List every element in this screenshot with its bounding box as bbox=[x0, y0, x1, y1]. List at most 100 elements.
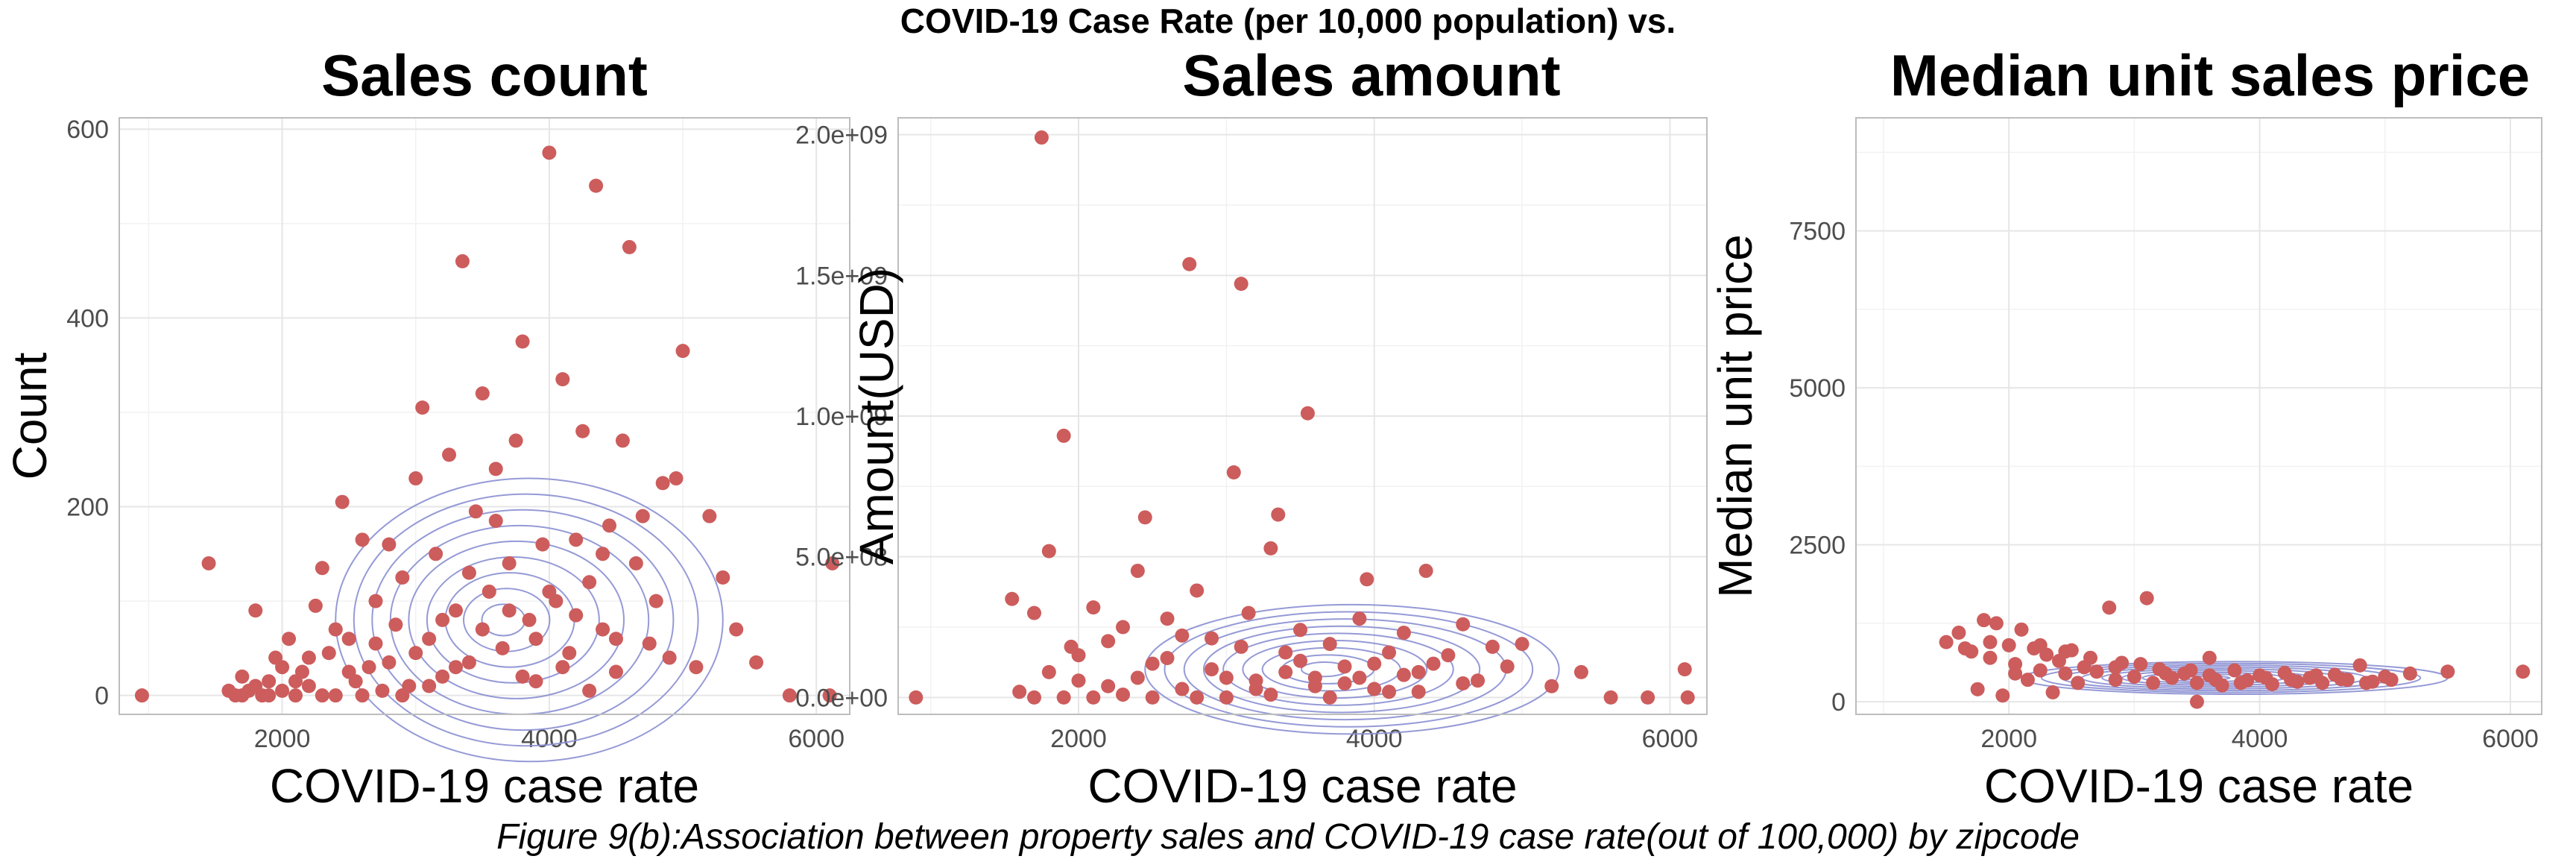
data-point bbox=[2183, 663, 2198, 678]
data-point bbox=[589, 178, 604, 193]
data-point bbox=[2258, 670, 2273, 685]
data-point bbox=[335, 494, 350, 509]
density-contour bbox=[426, 556, 600, 684]
data-point bbox=[622, 239, 637, 254]
data-point bbox=[1307, 679, 1322, 693]
y-tick-label: 2.0e+09 bbox=[795, 122, 888, 150]
data-point bbox=[1367, 682, 1382, 696]
data-point bbox=[1485, 639, 1500, 654]
data-point bbox=[569, 532, 584, 547]
data-point bbox=[1219, 690, 1234, 705]
data-point bbox=[909, 690, 924, 705]
figure-suptitle: COVID-19 Case Rate (per 10,000 populatio… bbox=[900, 1, 1676, 40]
data-point bbox=[1219, 670, 1234, 685]
data-point bbox=[475, 386, 490, 401]
data-point bbox=[301, 679, 316, 693]
data-point bbox=[408, 646, 423, 661]
data-point bbox=[488, 462, 503, 476]
x-tick-label: 6000 bbox=[1642, 725, 1699, 753]
data-point bbox=[282, 632, 297, 646]
data-point bbox=[2227, 663, 2242, 678]
data-point bbox=[2352, 658, 2367, 673]
data-point bbox=[1205, 631, 1219, 646]
panel-title: Median unit sales price bbox=[1890, 43, 2530, 108]
data-point bbox=[1115, 620, 1130, 635]
data-point bbox=[442, 447, 457, 462]
data-point bbox=[1382, 645, 1397, 660]
y-tick-label: 200 bbox=[66, 494, 109, 522]
data-point bbox=[2133, 657, 2148, 672]
y-tick-label: 1.5e+09 bbox=[795, 262, 888, 290]
data-point bbox=[2402, 666, 2417, 681]
data-point bbox=[2146, 676, 2161, 690]
data-point bbox=[615, 433, 630, 448]
data-point bbox=[315, 561, 329, 576]
data-point bbox=[382, 537, 397, 552]
data-point bbox=[395, 570, 410, 585]
data-point bbox=[2384, 673, 2399, 687]
data-point bbox=[2083, 650, 2098, 665]
data-point bbox=[1056, 428, 1071, 443]
data-point bbox=[822, 688, 837, 703]
x-tick-label: 6000 bbox=[788, 725, 845, 753]
data-point bbox=[1300, 406, 1315, 421]
data-point bbox=[2516, 664, 2531, 679]
data-point bbox=[596, 547, 610, 561]
data-point bbox=[482, 584, 496, 599]
data-point bbox=[555, 372, 570, 387]
data-point bbox=[2139, 591, 2154, 605]
data-point bbox=[1322, 690, 1337, 705]
data-point bbox=[2008, 666, 2023, 681]
data-point bbox=[1396, 667, 1411, 682]
data-point bbox=[2058, 644, 2073, 659]
data-point bbox=[1471, 673, 1486, 688]
data-point bbox=[1396, 626, 1411, 641]
data-point bbox=[669, 471, 684, 486]
data-point bbox=[248, 679, 263, 693]
data-point bbox=[575, 424, 590, 438]
x-tick-label: 2000 bbox=[254, 725, 311, 753]
data-point bbox=[1026, 690, 1041, 705]
density-contour bbox=[335, 477, 724, 763]
data-point bbox=[2089, 664, 2104, 679]
x-axis-label: COVID-19 case rate bbox=[270, 759, 699, 813]
data-point bbox=[395, 688, 410, 703]
data-point bbox=[448, 660, 463, 675]
data-point bbox=[495, 641, 510, 655]
data-point bbox=[1970, 682, 1985, 696]
data-point bbox=[1382, 685, 1397, 699]
data-point bbox=[642, 636, 657, 651]
data-point bbox=[1337, 676, 1352, 690]
y-tick-label: 5000 bbox=[1789, 374, 1846, 403]
data-point bbox=[2071, 676, 2086, 690]
y-axis-label: Median unit price bbox=[1708, 234, 1762, 597]
data-point bbox=[1411, 664, 1426, 679]
panel-title: Sales count bbox=[321, 43, 648, 108]
data-point bbox=[555, 660, 570, 675]
density-contour bbox=[2041, 662, 2422, 693]
data-point bbox=[515, 669, 530, 684]
data-point bbox=[1234, 277, 1248, 292]
data-point bbox=[1322, 637, 1337, 652]
data-point bbox=[1071, 648, 1086, 663]
data-point bbox=[569, 608, 584, 623]
data-point bbox=[689, 660, 704, 675]
data-point bbox=[1983, 635, 1998, 649]
data-point bbox=[1515, 637, 1530, 652]
data-point bbox=[2127, 669, 2141, 684]
data-point bbox=[315, 688, 329, 703]
data-point bbox=[1441, 648, 1456, 663]
data-point bbox=[1086, 690, 1101, 705]
data-point bbox=[1456, 617, 1471, 632]
data-point bbox=[782, 688, 797, 703]
data-point bbox=[1248, 673, 1263, 688]
data-point bbox=[1951, 626, 1966, 641]
data-point bbox=[1241, 605, 1256, 620]
y-tick-label: 1.0e+09 bbox=[795, 403, 888, 431]
data-point bbox=[1677, 662, 1692, 677]
data-point bbox=[1205, 662, 1219, 677]
data-point bbox=[1012, 685, 1027, 699]
data-point bbox=[221, 683, 236, 698]
